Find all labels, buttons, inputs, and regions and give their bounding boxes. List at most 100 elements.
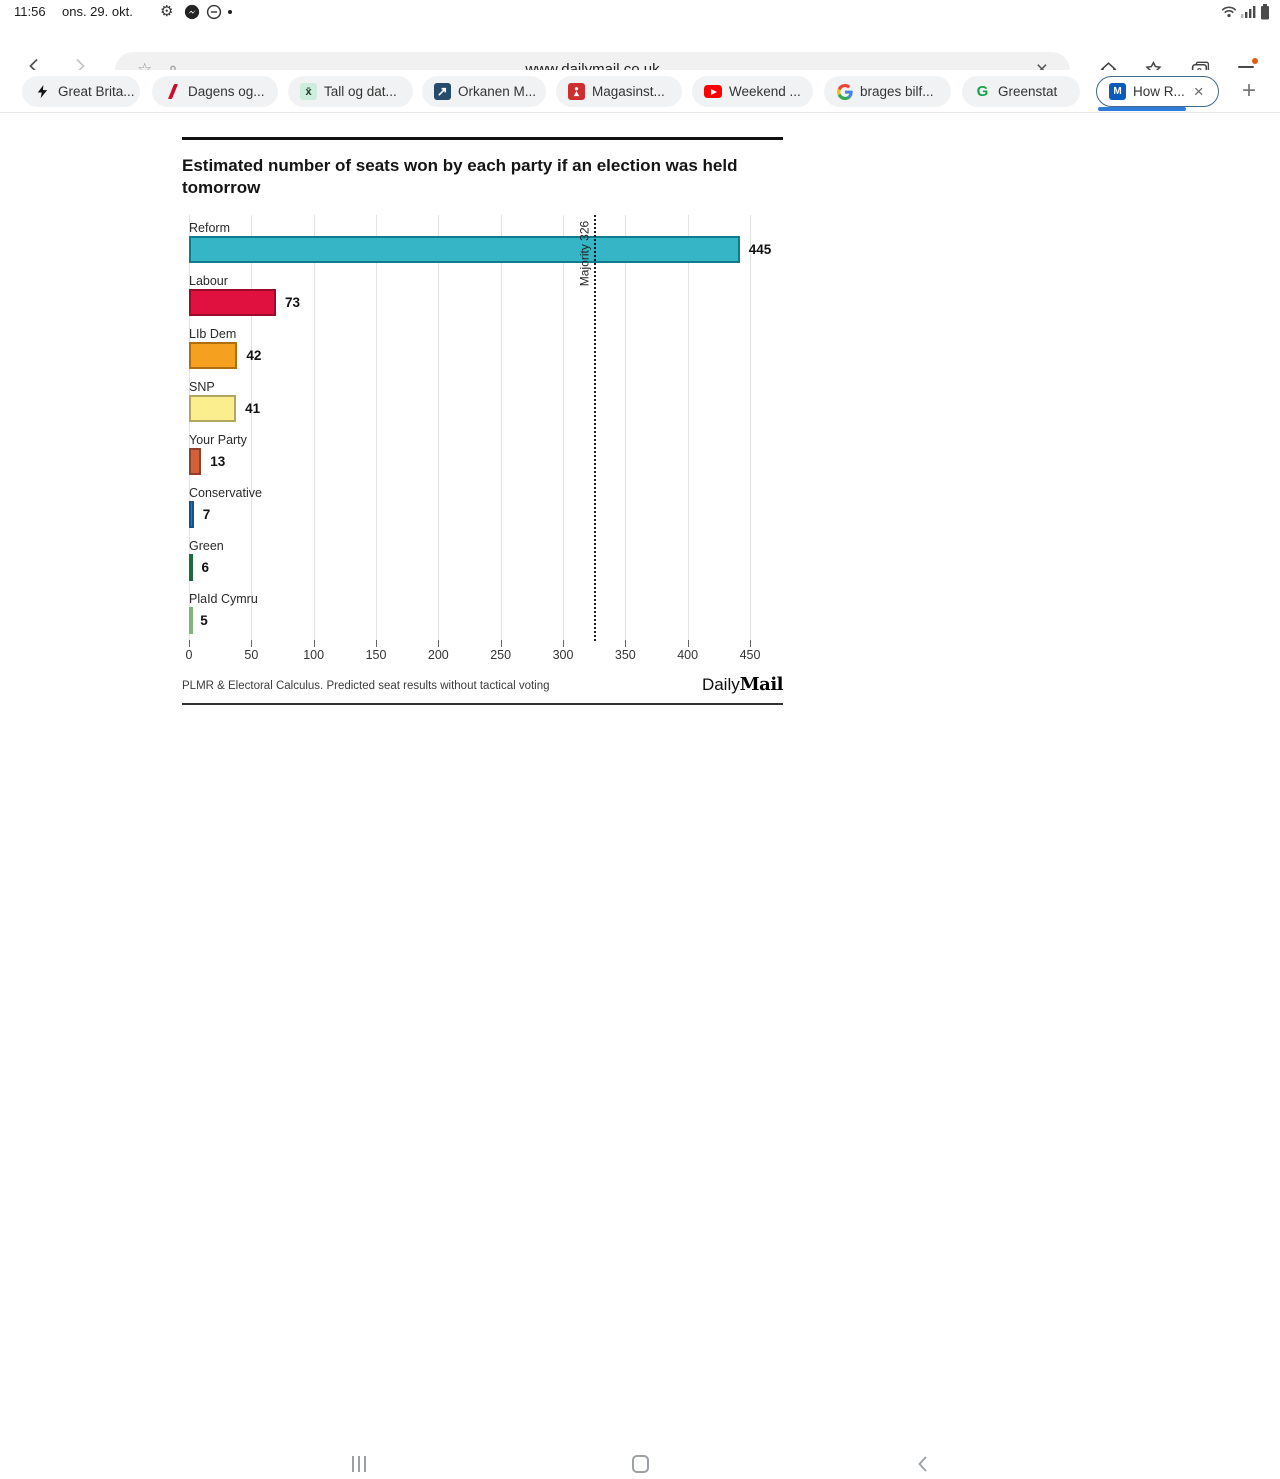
status-bar: 11:56 ons. 29. okt. ⚙ — [0, 0, 1280, 24]
bar-label: SNP — [189, 380, 215, 394]
bar-row: 42 — [189, 342, 809, 369]
clock: 11:56 — [14, 4, 46, 19]
bar-row: 6 — [189, 554, 809, 581]
axis-tick — [500, 640, 502, 647]
google-icon — [836, 83, 853, 100]
gridline — [313, 215, 315, 641]
axis-tick-label: 300 — [552, 648, 574, 662]
axis-tick — [750, 640, 751, 647]
red-slash-icon — [164, 83, 181, 100]
bar-label: PlaId Cymru — [189, 592, 258, 606]
bar-label: Conservative — [189, 486, 262, 500]
tab-weekend[interactable]: Weekend ... — [692, 76, 813, 107]
bar-your-party — [189, 448, 202, 475]
axis-tick-label: 150 — [365, 648, 387, 662]
tab-great-britain[interactable]: Great Brita... — [22, 76, 140, 107]
gridline — [500, 215, 502, 641]
bar-value: 445 — [748, 242, 772, 257]
bar-value: 42 — [246, 348, 262, 363]
tab-brages[interactable]: brages bilf... — [824, 76, 951, 107]
menu-notification-dot — [1252, 58, 1258, 64]
majority-reference-line — [594, 215, 597, 641]
red-site-icon — [568, 83, 585, 100]
bar-plaid-cymru — [189, 607, 193, 634]
axis-tick — [313, 640, 315, 647]
axis-tick — [625, 640, 627, 647]
recent-apps-button[interactable] — [352, 1456, 366, 1472]
gridline — [189, 215, 190, 641]
tab-how-reform-active[interactable]: M How R... × — [1096, 76, 1219, 107]
lightning-icon — [34, 83, 51, 100]
axis-tick — [563, 640, 564, 647]
axis-tick-label: 350 — [614, 648, 636, 662]
tab-dagens[interactable]: Dagens og... — [152, 76, 278, 107]
tab-magasinst[interactable]: Magasinst... — [556, 76, 682, 107]
bar-row: 13 — [189, 448, 809, 475]
axis-tick-label: 400 — [677, 648, 699, 662]
article-bottom-rule — [182, 703, 783, 705]
greenstat-icon: G — [976, 83, 989, 100]
gridline — [687, 215, 689, 641]
bar-value: 5 — [200, 613, 208, 628]
tab-orkanen[interactable]: Orkanen M... — [422, 76, 546, 107]
majority-line-label: Majority 326 — [577, 220, 592, 287]
bar-label: Green — [189, 539, 224, 553]
tab-strip: Great Brita... Dagens og... x̄ Tall og d… — [0, 70, 1280, 113]
chart-source-note: PLMR & Electoral Calculus. Predicted sea… — [182, 680, 550, 692]
navy-site-icon — [434, 83, 451, 100]
axis-tick — [376, 640, 377, 647]
chart-title: Estimated number of seats won by each pa… — [182, 156, 738, 197]
gridline — [625, 215, 627, 641]
gridline — [563, 215, 564, 641]
do-not-disturb-icon — [206, 4, 222, 25]
bar-snp — [189, 395, 237, 422]
battery-icon — [1260, 4, 1270, 25]
android-back-button[interactable] — [914, 1454, 932, 1479]
axis-tick — [438, 640, 440, 647]
bar-label: Reform — [189, 221, 230, 235]
gear-icon: ⚙ — [160, 3, 174, 20]
bar-reform — [189, 236, 740, 263]
gridline — [251, 215, 253, 641]
bar-row: 7 — [189, 501, 809, 528]
bar-value: 6 — [201, 560, 209, 575]
bar-row: 445 — [189, 236, 809, 263]
close-tab-icon[interactable]: × — [1193, 81, 1204, 101]
bar-green — [189, 554, 193, 581]
bar-label: LIb Dem — [189, 327, 237, 341]
bar-label: Labour — [189, 274, 228, 288]
axis-tick-label: 100 — [303, 648, 325, 662]
browser-toolbar: ☆ www.dailymail.co.uk × 9 — [0, 24, 1280, 89]
signal-icon — [1241, 4, 1256, 24]
axis-tick-label: 200 — [427, 648, 449, 662]
bar-value: 41 — [245, 401, 261, 416]
tab-tall-og-data[interactable]: x̄ Tall og dat... — [288, 76, 413, 107]
statistics-icon: x̄ — [300, 83, 317, 100]
gridline — [376, 215, 377, 641]
youtube-icon — [704, 85, 722, 98]
article-top-rule — [182, 137, 783, 140]
bar-label: Your Party — [189, 433, 247, 447]
axis-tick-label: 50 — [244, 648, 259, 662]
wifi-icon — [1220, 4, 1238, 24]
axis-tick-label: 0 — [185, 648, 193, 662]
tab-greenstat[interactable]: G Greenstat — [962, 76, 1080, 107]
bar-value: 73 — [285, 295, 301, 310]
new-tab-button[interactable]: + — [1241, 77, 1256, 104]
active-tab-indicator — [1098, 107, 1186, 111]
axis-tick-label: 450 — [739, 648, 761, 662]
android-navigation-bar — [0, 720, 1280, 1473]
bar-row: 41 — [189, 395, 809, 422]
bar-row: 5 — [189, 607, 809, 634]
axis-tick — [687, 640, 689, 647]
gridline — [750, 215, 751, 641]
notification-dot-icon — [228, 10, 232, 14]
dailymail-icon: M — [1109, 83, 1126, 100]
messenger-icon — [184, 4, 200, 25]
bar-conservative — [189, 501, 194, 528]
gridline — [438, 215, 440, 641]
date: ons. 29. okt. — [62, 4, 133, 19]
bar-row: 73 — [189, 289, 809, 316]
axis-tick — [251, 640, 253, 647]
android-home-button[interactable] — [632, 1455, 649, 1473]
